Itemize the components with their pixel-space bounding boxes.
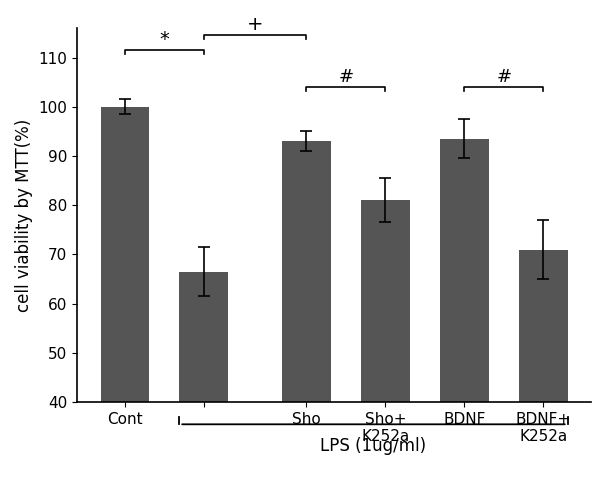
- Bar: [101, 107, 150, 402]
- Bar: [179, 272, 228, 402]
- Text: +: +: [247, 15, 264, 34]
- Bar: [440, 139, 488, 402]
- Text: #: #: [338, 68, 353, 86]
- Y-axis label: cell viability by MTT(%): cell viability by MTT(%): [15, 118, 33, 312]
- Text: LPS (1ug/ml): LPS (1ug/ml): [321, 437, 427, 454]
- Text: #: #: [496, 68, 511, 86]
- Bar: [282, 141, 331, 402]
- Bar: [519, 249, 568, 402]
- Bar: [361, 200, 410, 402]
- Text: *: *: [159, 30, 169, 49]
